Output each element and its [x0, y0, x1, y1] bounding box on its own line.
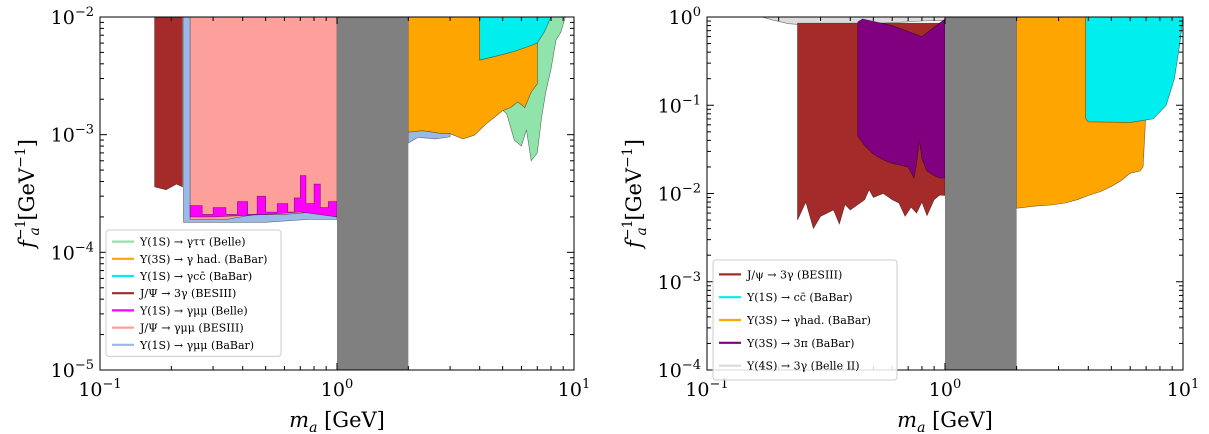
legend-entry: Υ(3S) → 3π (BaBar) — [746, 337, 854, 350]
y-tick-label: 10−5 — [51, 358, 94, 382]
y-tick-label: 10−3 — [658, 270, 701, 294]
y-tick-label: 10−3 — [51, 123, 94, 147]
legend: Υ(1S) → γττ (Belle) Υ(3S) → γ had. (BaBar… — [105, 229, 282, 357]
legend-entry: J/Ψ → 3γ (BESIII) — [139, 287, 236, 300]
x-tick-label: 101 — [1167, 377, 1199, 401]
legend: J/ψ → 3γ (BESIII) Υ(1S) → cc̄ (BaBar) Υ(3S… — [712, 259, 898, 381]
panel-2: 10−1 100 101 10−4 10−3 10−2 10−1 100 ma [GeV] f−1… — [620, 5, 1199, 434]
x-axis-label: ma [GeV] — [289, 408, 385, 434]
y-axis-label: f−1a [GeV−1] — [13, 139, 43, 250]
region-1-2 — [189, 175, 338, 218]
legend-entry: Υ(1S) → cc̄ (BaBar) — [746, 291, 853, 304]
y-tick-label: 10−4 — [658, 358, 701, 382]
region-2-4 — [1085, 17, 1183, 123]
x-tick-label: 10−1 — [78, 377, 121, 401]
y-tick-label: 10−2 — [51, 5, 94, 29]
legend-box — [105, 229, 282, 357]
legend-entry: J/ψ → 3γ (BESIII) — [746, 268, 842, 281]
x-tick-label: 100 — [321, 377, 353, 401]
x-tick-label: 101 — [558, 377, 590, 401]
axes: 10−1 100 101 10−4 10−3 10−2 10−1 100 ma [GeV] f−1… — [620, 5, 1199, 434]
legend-box — [712, 259, 898, 381]
x-tick-label: 100 — [929, 377, 961, 401]
excluded-band — [337, 17, 409, 370]
legend-entry: Υ(1S) → γμμ (BaBar) — [139, 339, 254, 352]
axes: 10−1 100 101 10−5 10−4 10−3 10−2 ma [GeV] f−1a [… — [13, 5, 590, 434]
region-1-7 — [479, 17, 552, 61]
y-axis-label: f−1a [GeV−1] — [620, 139, 650, 250]
plot-area — [761, 17, 1183, 370]
legend-entry: Υ(3S) → γhad. (BaBar) — [746, 314, 871, 327]
y-tick-label: 10−4 — [51, 240, 94, 264]
excluded-band — [945, 17, 1017, 370]
legend-entry: J/Ψ → γμμ (BESIII) — [139, 322, 244, 335]
legend-entry: Υ(1S) → γττ (Belle) — [139, 236, 246, 249]
x-axis-label: ma [GeV] — [897, 408, 993, 434]
y-tick-label: 10−2 — [658, 182, 701, 206]
x-tick-label: 10−1 — [685, 377, 728, 401]
legend-entry: Υ(3S) → γ had. (BaBar) — [139, 253, 267, 266]
legend-entry: Υ(4S) → 3γ (Belle II) — [746, 360, 860, 373]
legend-entry: Υ(1S) → γμμ (Belle) — [139, 304, 248, 317]
legend-entry: Υ(1S) → γcc̄ (BaBar) — [139, 270, 252, 283]
y-tick-label: 100 — [669, 5, 701, 29]
plot-area — [154, 17, 566, 370]
region-1-3 — [154, 17, 183, 191]
y-tick-label: 10−1 — [658, 93, 701, 117]
panel-1: 10−1 100 101 10−5 10−4 10−3 10−2 ma [GeV] f−1a [… — [13, 5, 590, 434]
region-2-2 — [857, 18, 946, 179]
